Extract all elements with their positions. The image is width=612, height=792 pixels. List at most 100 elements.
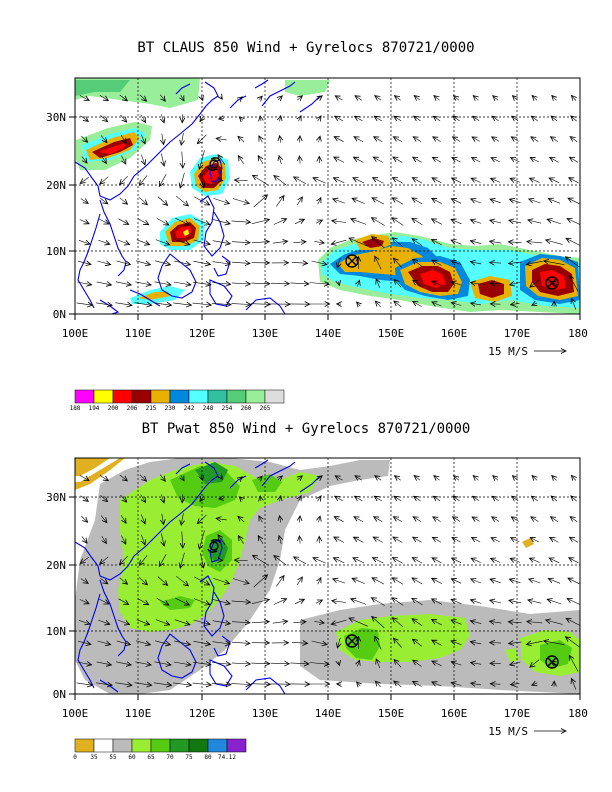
wind-vector: [260, 116, 261, 121]
wind-vector: [393, 178, 403, 184]
wind-vector: [270, 663, 289, 664]
wind-vector: [412, 598, 423, 606]
wind-vector: [490, 263, 502, 264]
wind-vector: [510, 282, 521, 285]
wind-vector: [471, 558, 481, 562]
colorbar-swatch: [245, 389, 266, 404]
cloud-top-fields: [75, 78, 580, 314]
wind-vector: [528, 220, 542, 223]
wind-vector: [194, 576, 209, 585]
wind-vector: [493, 96, 498, 101]
wind-vector: [546, 240, 563, 245]
wind-vector: [412, 239, 423, 246]
wind-vector: [115, 683, 132, 686]
wind-vector: [318, 198, 321, 205]
wind-vector: [159, 94, 165, 102]
x-tick-label: 160E: [441, 327, 468, 340]
wind-vector: [375, 256, 382, 270]
wind-vector: [432, 178, 442, 184]
wind-vector: [135, 662, 151, 665]
wind-vector: [395, 476, 401, 481]
wind-vector: [120, 494, 127, 502]
wind-vector: [199, 150, 205, 169]
wind-vector: [294, 177, 306, 185]
wind-vector: [393, 638, 402, 648]
wind-vector: [197, 134, 207, 144]
wind-vector: [526, 261, 543, 264]
wind-vector: [492, 137, 500, 142]
wind-vector: [531, 517, 539, 522]
wind-vector: [352, 198, 365, 204]
wind-vector: [235, 180, 248, 181]
y-tick-label: 20N: [46, 179, 66, 192]
wind-vector: [251, 622, 269, 623]
wind-vector: [231, 622, 250, 623]
wind-vector: [413, 517, 422, 522]
wind-vector: [280, 116, 281, 122]
wind-vector: [272, 621, 288, 623]
colorbar-swatch: [112, 738, 133, 753]
wind-vector: [333, 579, 345, 584]
wind-vector: [118, 598, 129, 605]
wind-vector: [239, 117, 242, 120]
wind-vector: [527, 622, 543, 623]
wind-vector: [567, 599, 580, 605]
wind-vector: [159, 174, 167, 186]
wind-vector: [357, 280, 359, 287]
x-tick-label: 180: [568, 707, 588, 720]
reference-vector-label: 15 M/S: [488, 345, 528, 358]
wind-vector: [566, 618, 580, 626]
wind-vector: [527, 242, 543, 243]
wind-vector: [231, 262, 250, 263]
wind-vector: [413, 280, 422, 287]
wind-vector: [79, 95, 89, 100]
wind-vector: [531, 137, 539, 142]
wind-vector: [139, 94, 147, 101]
wind-vector: [221, 477, 223, 480]
wind-vector: [335, 96, 343, 100]
wind-vector: [121, 155, 125, 165]
colorbar-label: 215: [146, 405, 157, 412]
gyre-circle-x-icon: [545, 655, 559, 669]
wind-vector: [78, 620, 90, 624]
x-tick-label: 170E: [504, 707, 531, 720]
colorbar-label: 35: [90, 754, 98, 761]
wind-vector: [297, 96, 302, 100]
wind-vector: [117, 239, 130, 245]
wind-vector: [155, 239, 170, 245]
wind-vector: [432, 537, 442, 543]
x-tick-label: 150E: [378, 327, 405, 340]
wind-vector: [258, 536, 264, 545]
wind-vector: [452, 558, 462, 563]
wind-vector: [293, 622, 306, 623]
wind-vector: [79, 600, 89, 604]
wind-vectors-top: [76, 94, 580, 310]
wind-vector: [211, 683, 231, 684]
wind-vector: [276, 576, 284, 587]
wind-vector: [141, 134, 145, 144]
wind-vector: [491, 538, 500, 542]
colorbar-label: 230: [165, 405, 176, 412]
wind-vector: [432, 281, 442, 287]
wind-vector: [470, 621, 482, 624]
wind-vector: [413, 682, 422, 687]
wind-vector: [451, 641, 462, 645]
wind-vector: [547, 599, 562, 605]
wind-vector: [374, 137, 383, 142]
wind-vector: [102, 535, 107, 544]
wind-vector: [352, 578, 365, 584]
wind-vector: [200, 115, 204, 122]
wind-vector: [154, 282, 172, 285]
wind-vector: [433, 517, 441, 522]
wind-vector: [153, 303, 172, 306]
wind-vector: [471, 579, 482, 583]
wind-vector: [511, 158, 520, 162]
colorbar-label: 80: [204, 754, 212, 761]
x-tick-label: 130E: [252, 327, 279, 340]
wind-vector: [392, 618, 403, 627]
wind-vector: [212, 283, 230, 285]
wind-vector: [571, 475, 576, 480]
wind-vector: [115, 303, 132, 306]
wind-vector: [452, 157, 461, 163]
wind-vector: [355, 476, 363, 481]
